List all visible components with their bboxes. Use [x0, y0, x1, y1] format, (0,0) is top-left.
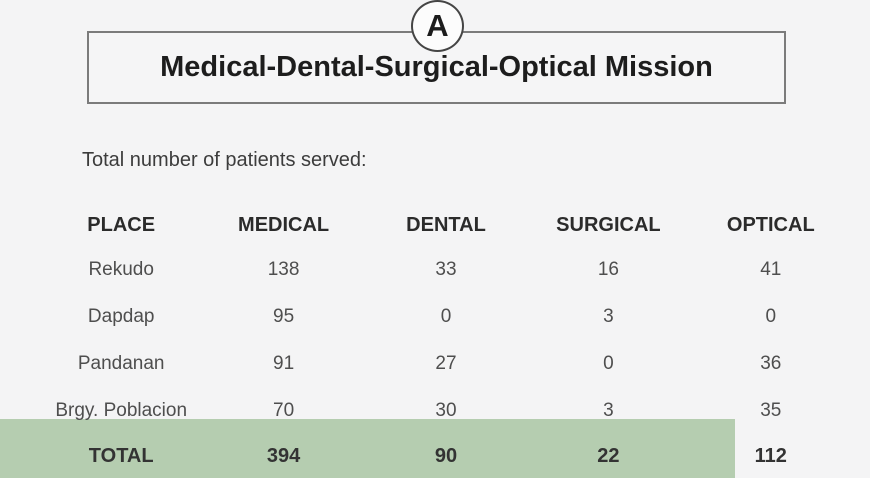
- column-header-medical: MEDICAL: [238, 213, 330, 236]
- place-cell: Dapdap: [87, 305, 155, 327]
- medical-cell: 138: [267, 258, 300, 280]
- table-row: Rekudo 138 33 16 41: [40, 246, 852, 293]
- optical-cell: 36: [760, 352, 782, 374]
- page-title: Medical-Dental-Surgical-Optical Mission: [160, 51, 713, 83]
- place-cell: Brgy. Poblacion: [55, 399, 188, 421]
- dental-cell: 0: [440, 305, 452, 327]
- total-dental-cell: 90: [434, 444, 458, 467]
- table-row: Dapdap 95 0 3 0: [40, 293, 852, 340]
- surgical-cell: 3: [603, 305, 614, 327]
- optical-cell: 41: [760, 258, 782, 280]
- table-row: Pandanan 91 27 0 36: [40, 340, 852, 387]
- table-header-row: PLACE MEDICAL DENTAL SURGICAL OPTICAL: [40, 204, 852, 246]
- surgical-cell: 16: [597, 258, 619, 280]
- table-row: Brgy. Poblacion 70 30 3 35: [40, 387, 852, 434]
- surgical-cell: 0: [603, 352, 614, 374]
- panel-label-badge: A: [411, 0, 464, 52]
- dental-cell: 30: [435, 399, 457, 421]
- optical-cell: 0: [765, 305, 777, 327]
- surgical-cell: 3: [603, 399, 614, 421]
- column-header-place: PLACE: [87, 213, 156, 236]
- optical-cell: 35: [760, 399, 782, 421]
- total-label-cell: TOTAL: [88, 444, 154, 467]
- total-row-highlight: [0, 419, 735, 478]
- total-optical-cell: 112: [754, 444, 787, 467]
- medical-cell: 91: [273, 352, 295, 374]
- total-surgical-cell: 22: [597, 444, 620, 467]
- table-caption: Total number of patients served:: [82, 149, 367, 171]
- place-cell: Pandanan: [77, 352, 165, 374]
- medical-cell: 95: [273, 305, 295, 327]
- medical-cell: 70: [273, 399, 295, 421]
- place-cell: Rekudo: [88, 258, 154, 280]
- dental-cell: 33: [435, 258, 457, 280]
- column-header-surgical: SURGICAL: [556, 213, 661, 236]
- column-header-dental: DENTAL: [406, 213, 486, 236]
- patients-table: PLACE MEDICAL DENTAL SURGICAL OPTICAL Re…: [40, 204, 852, 478]
- panel-label-text: A: [426, 8, 449, 43]
- column-header-optical: OPTICAL: [726, 213, 815, 236]
- table-total-row: TOTAL 394 90 22 112: [40, 434, 852, 478]
- total-medical-cell: 394: [266, 444, 301, 467]
- dental-cell: 27: [435, 352, 457, 374]
